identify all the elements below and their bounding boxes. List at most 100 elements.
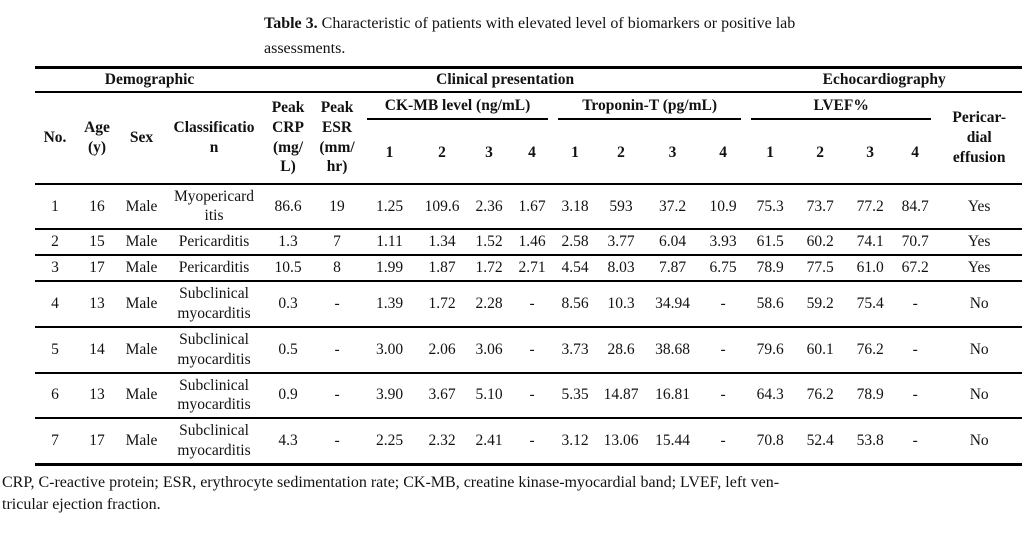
cell-lvef-2: 77.5 (794, 254, 847, 282)
cell-pericardial-effusion: No (936, 371, 1023, 419)
cell-ckmb-3: 2.36 (467, 182, 512, 230)
col-header-classification: Classificatio n (173, 118, 255, 156)
cell-ckmb-2: 109.6 (417, 182, 468, 230)
col-header-troponin-label: Troponin-T (pg/mL) (558, 95, 742, 120)
cell-lvef-3: 74.1 (846, 228, 895, 256)
cell-troponin-1: 8.56 (553, 280, 598, 327)
col-header-pericardial-effusion: Pericar- dial effusion (952, 108, 1006, 166)
cell-ckmb-3: 5.10 (467, 371, 512, 419)
cell-pericardial-effusion: No (936, 417, 1023, 466)
cell-lvef-1: 79.6 (746, 325, 795, 373)
cell-sex: Male (119, 325, 164, 373)
cell-lvef-2: 52.4 (794, 417, 847, 466)
cell-troponin-1: 3.73 (553, 325, 598, 373)
cell-classification: Myopericard itis (164, 182, 265, 230)
cell-pericardial-effusion: Yes (936, 228, 1023, 256)
cell-ckmb-4: - (511, 371, 554, 419)
cell-troponin-2: 28.6 (597, 325, 646, 373)
group-header-demographic: Demographic (35, 65, 265, 93)
cell-lvef-3: 76.2 (846, 325, 895, 373)
cell-troponin-4: 3.93 (700, 228, 747, 256)
cell-troponin-1: 4.54 (553, 254, 598, 282)
cell-troponin-3: 34.94 (645, 280, 701, 327)
cell-peak-esr: 19 (312, 182, 363, 230)
cell-pericardial-effusion: Yes (936, 182, 1023, 230)
cell-lvef-4: 67.2 (894, 254, 937, 282)
cell-ckmb-2: 2.32 (417, 417, 468, 466)
cell-ckmb-2: 1.34 (417, 228, 468, 256)
cell-peak-crp: 0.9 (264, 371, 313, 419)
cell-ckmb-3: 1.72 (467, 254, 512, 282)
cell-troponin-2: 13.06 (597, 417, 646, 466)
cell-ckmb-3: 2.28 (467, 280, 512, 327)
cell-no: 6 (35, 371, 75, 419)
document-page: Table 3. Characteristic of patients with… (0, 12, 1024, 542)
col-header-lvef-1: 1 (766, 143, 775, 161)
cell-lvef-4: - (894, 325, 937, 373)
cell-pericardial-effusion: No (936, 325, 1023, 373)
col-header-troponin-2: 2 (617, 143, 625, 161)
cell-lvef-3: 75.4 (846, 280, 895, 327)
cell-peak-esr: 8 (312, 254, 363, 282)
cell-lvef-1: 78.9 (746, 254, 795, 282)
table-row: 7 17 Male Subclinical myocarditis 4.3-2.25 2.… (35, 417, 1023, 466)
group-header-clinical-presentation: Clinical presentation (264, 65, 747, 93)
cell-sex: Male (119, 371, 164, 419)
cell-troponin-4: 6.75 (700, 254, 747, 282)
cell-ckmb-1: 3.00 (362, 325, 418, 373)
cell-troponin-4: 10.9 (700, 182, 747, 230)
table-caption-label: Table 3. (264, 15, 318, 32)
cell-classification: Subclinical myocarditis (164, 325, 265, 373)
table-row: 2 15 Male Pericarditis 1.3 7 1.11 1.34 1.52 1.46 2… (35, 228, 1023, 256)
cell-troponin-4: - (700, 371, 747, 419)
col-header-ckmb: CK-MB level (ng/mL) (362, 92, 553, 123)
cell-ckmb-4: 1.46 (511, 228, 554, 256)
cell-troponin-3: 6.04 (645, 228, 701, 256)
cell-age: 13 (75, 371, 119, 419)
cell-peak-crp: 0.3 (264, 280, 313, 327)
cell-troponin-2: 593 (597, 182, 646, 230)
cell-peak-crp: 10.5 (264, 254, 313, 282)
cell-troponin-4: - (700, 417, 747, 466)
col-header-lvef: LVEF% (746, 92, 936, 123)
cell-troponin-3: 37.2 (645, 182, 701, 230)
cell-ckmb-2: 1.87 (417, 254, 468, 282)
col-header-lvef-2: 2 (816, 143, 825, 161)
table-footnote: CRP, C-reactive protein; ESR, erythrocyt… (2, 473, 780, 513)
cell-troponin-3: 38.68 (645, 325, 701, 373)
col-header-troponin-4: 4 (719, 143, 727, 161)
cell-lvef-2: 76.2 (794, 371, 847, 419)
col-header-peak-esr: Peak ESR (mm/ hr) (319, 98, 355, 176)
cell-ckmb-1: 2.25 (362, 417, 418, 466)
cell-peak-crp: 4.3 (264, 417, 313, 466)
table-caption: Table 3. Characteristic of patients with… (264, 12, 944, 62)
col-header-sex: Sex (129, 128, 154, 146)
cell-troponin-3: 15.44 (645, 417, 701, 466)
cell-peak-esr: - (312, 325, 363, 373)
cell-lvef-2: 60.1 (794, 325, 847, 373)
cell-lvef-4: 70.7 (894, 228, 937, 256)
cell-troponin-2: 14.87 (597, 371, 646, 419)
cell-lvef-1: 70.8 (746, 417, 795, 466)
table-row: 6 13 Male Subclinical myocarditis 0.9-3.90 3.… (35, 371, 1023, 419)
cell-troponin-1: 5.35 (553, 371, 598, 419)
cell-lvef-1: 75.3 (746, 182, 795, 230)
cell-ckmb-2: 1.72 (417, 280, 468, 327)
cell-lvef-3: 78.9 (846, 371, 895, 419)
cell-classification: Subclinical myocarditis (164, 417, 265, 466)
cell-lvef-4: 84.7 (894, 182, 937, 230)
cell-lvef-4: - (894, 371, 937, 419)
cell-ckmb-1: 3.90 (362, 371, 418, 419)
cell-pericardial-effusion: No (936, 280, 1023, 327)
cell-sex: Male (119, 417, 164, 466)
cell-ckmb-1: 1.11 (362, 228, 418, 256)
cell-ckmb-1: 1.99 (362, 254, 418, 282)
col-header-troponin-1: 1 (571, 143, 579, 161)
cell-ckmb-3: 3.06 (467, 325, 512, 373)
cell-lvef-1: 58.6 (746, 280, 795, 327)
cell-lvef-3: 53.8 (846, 417, 895, 466)
col-header-peak-crp: Peak CRP (mg/ L) (271, 98, 305, 176)
patients-table: Demographic Clinical presentation Echoca… (35, 65, 1023, 466)
cell-lvef-3: 61.0 (846, 254, 895, 282)
cell-lvef-1: 61.5 (746, 228, 795, 256)
